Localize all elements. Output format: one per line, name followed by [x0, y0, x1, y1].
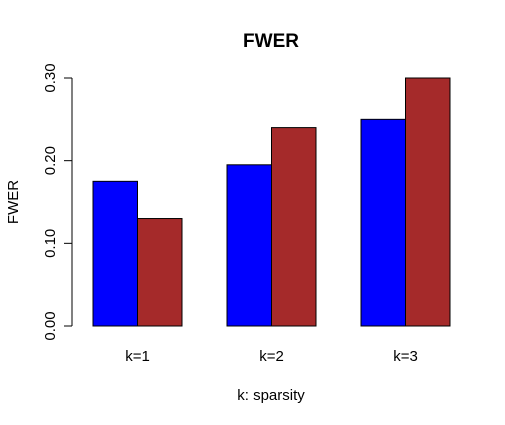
x-tick-labels: k=1 k=2 k=3: [125, 348, 418, 365]
x-tick-label: k=1: [125, 348, 150, 365]
y-axis: 0.00 0.10 0.20 0.30: [42, 63, 73, 341]
y-tick-label: 0.10: [42, 229, 59, 258]
bars: [92, 77, 451, 327]
chart-title: FWER: [243, 31, 299, 52]
y-tick-label: 0.30: [42, 63, 59, 92]
bar-k=2-series-1: [226, 164, 272, 327]
bar-k=2-series-2: [271, 127, 317, 327]
y-axis-label: FWER: [5, 180, 22, 224]
x-axis-label: k: sparsity: [237, 387, 305, 404]
bar-k=1-series-1: [92, 180, 138, 327]
bar-k=3-series-2: [405, 77, 451, 327]
y-tick-label: 0.20: [42, 146, 59, 175]
bar-k=3-series-1: [360, 118, 406, 327]
bar-k=1-series-2: [137, 218, 183, 327]
x-tick-label: k=3: [393, 348, 418, 365]
y-tick-label: 0.00: [42, 311, 59, 340]
x-tick-label: k=2: [259, 348, 284, 365]
